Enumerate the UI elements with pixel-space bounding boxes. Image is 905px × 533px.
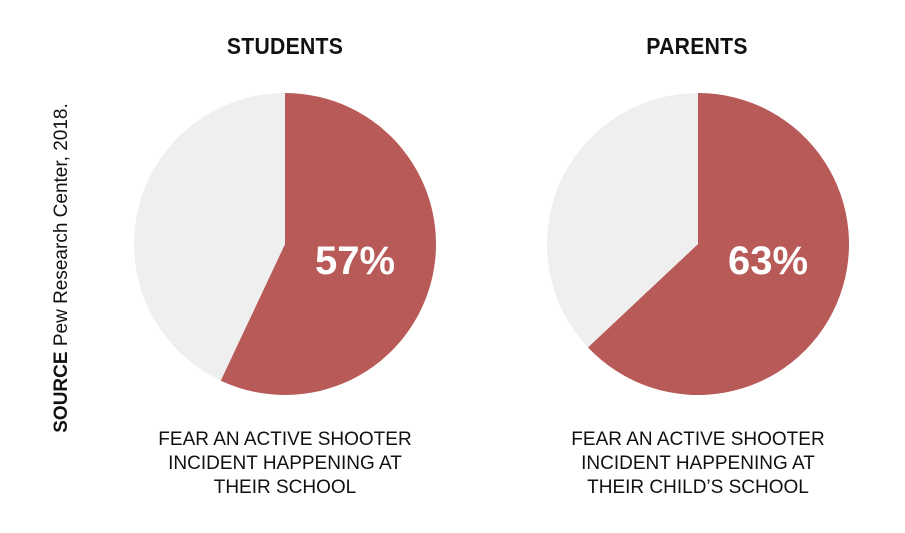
caption-line: FEAR AN ACTIVE SHOOTER [158, 429, 412, 450]
pie-slice-parents-fear [587, 93, 850, 395]
caption-line: INCIDENT HAPPENING AT [581, 453, 815, 474]
caption-line: FEAR AN ACTIVE SHOOTER [571, 429, 825, 450]
source-label: SOURCE [51, 351, 72, 433]
pie-slice-students-fear [220, 93, 437, 395]
data-label-parents: 63% [728, 239, 808, 283]
caption-line: THEIR SCHOOL [213, 477, 357, 498]
pie-slice-students-remainder [134, 93, 285, 381]
chart-title-students: STUDENTS [226, 33, 344, 59]
source-text: Pew Research Center, 2018. [51, 103, 72, 347]
caption-line: THEIR CHILD’S SCHOOL [587, 477, 809, 498]
pie-slice-parents-remainder [547, 93, 698, 348]
source-note: SOURCE Pew Research Center, 2018. [51, 103, 73, 433]
caption-students: FEAR AN ACTIVE SHOOTER INCIDENT HAPPENIN… [115, 428, 455, 500]
data-label-students: 57% [315, 239, 395, 283]
caption-line: INCIDENT HAPPENING AT [168, 453, 402, 474]
pie-chart-students: 57% [134, 93, 437, 395]
chart-title-parents: PARENTS [646, 33, 748, 59]
caption-parents: FEAR AN ACTIVE SHOOTER INCIDENT HAPPENIN… [528, 428, 868, 500]
pie-chart-parents: 63% [547, 93, 850, 395]
